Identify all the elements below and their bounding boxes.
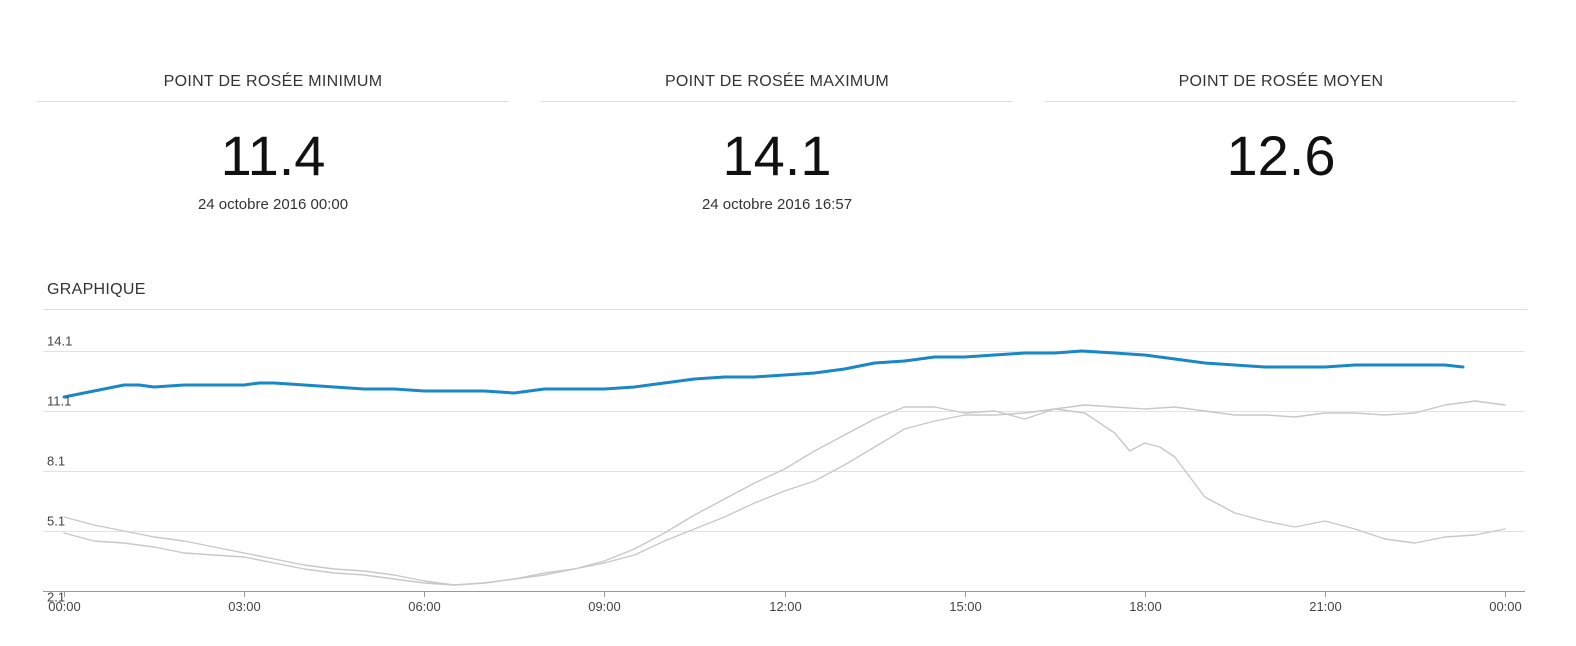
x-tick-label-5: 15:00 (949, 599, 982, 614)
y-tick-label-4: 14.1 (47, 334, 72, 349)
section-divider (43, 309, 1527, 310)
stat-value-average: 12.6 (1226, 124, 1336, 187)
x-tick-label-1: 03:00 (228, 599, 261, 614)
stat-value-minimum: 11.4 (220, 124, 326, 187)
x-tick-label-0: 00:00 (48, 599, 81, 614)
stat-title-maximum: POINT DE ROSÉE MAXIMUM (541, 60, 1013, 102)
stat-title-minimum: POINT DE ROSÉE MINIMUM (37, 60, 509, 102)
y-tick-label-0: 2.1 (47, 590, 65, 605)
chart-grid (43, 351, 1525, 532)
stat-date-maximum: 24 octobre 2016 16:57 (701, 196, 853, 213)
stat-card-maximum: POINT DE ROSÉE MAXIMUM 14.1 24 octobre 2… (541, 60, 1013, 213)
chart-series (62, 349, 1506, 586)
x-tick-label-3: 09:00 (588, 599, 621, 614)
stat-date-minimum: 24 octobre 2016 00:00 (197, 196, 349, 213)
chart-axes: 2.1 5.1 8.1 11.1 14.1 00:00 03:00 06:00 09:00 12:… (43, 334, 1525, 614)
stat-card-minimum: POINT DE ROSÉE MINIMUM 11.4 24 octobre 2… (37, 60, 509, 213)
stat-card-average: POINT DE ROSÉE MOYEN 12.6 (1045, 60, 1517, 196)
stat-title-average: POINT DE ROSÉE MOYEN (1045, 60, 1517, 102)
series-line-0 (62, 349, 1465, 399)
y-tick-label-2: 8.1 (47, 454, 65, 469)
series-line-1 (63, 400, 1506, 586)
y-tick-label-3: 11.1 (47, 394, 71, 409)
stat-value-maximum: 14.1 (722, 124, 832, 187)
chart-section-title: GRAPHIQUE (47, 281, 146, 298)
x-tick-label-2: 06:00 (408, 599, 441, 614)
x-tick-label-6: 18:00 (1129, 599, 1162, 614)
y-tick-label-1: 5.1 (47, 514, 65, 529)
series-line-2 (63, 406, 1506, 586)
x-tick-label-4: 12:00 (769, 599, 802, 614)
x-tick-label-7: 21:00 (1309, 599, 1342, 614)
x-tick-label-8: 00:00 (1489, 599, 1522, 614)
